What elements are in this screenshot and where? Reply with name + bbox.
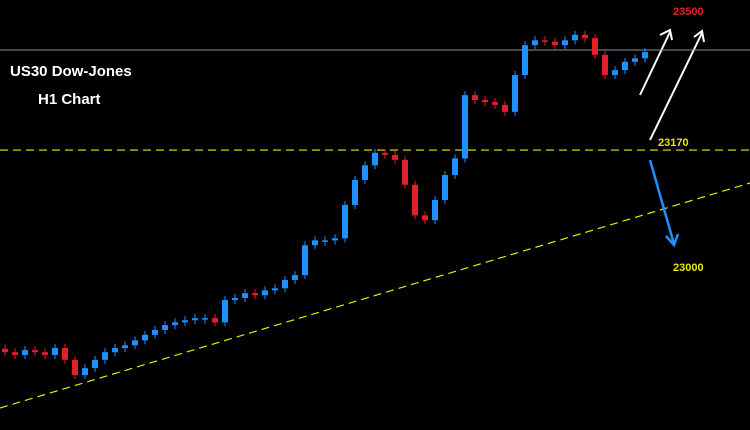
candle-body [622,61,628,71]
candle-body [532,40,538,46]
candle-body [42,352,48,355]
candle-body [82,368,88,376]
candle-body [2,348,8,353]
candle-body [222,300,228,323]
candle-body [582,34,588,39]
candle-body [212,318,218,323]
arrow-head [693,29,705,43]
level-label: 23170 [658,137,689,149]
candle-body [342,204,348,239]
candle-body [442,175,448,201]
candle-body [92,359,98,369]
candle-body [302,245,308,276]
candle-body [642,52,648,59]
candle-body [522,45,528,76]
candle-body [62,348,68,360]
candle-body [52,348,58,355]
candle-body [132,340,138,346]
candle-body [162,325,168,330]
candle-body [12,352,18,355]
candle-body [592,38,598,55]
chart-subtitle: H1 Chart [38,91,101,108]
candle-body [292,275,298,280]
candle-body [112,348,118,353]
arrow-up [639,31,671,96]
candle-body [612,70,618,76]
candle-body [272,288,278,291]
candle-body [562,40,568,46]
candle-body [312,240,318,246]
candle-body [262,290,268,296]
candle-body [332,238,338,241]
arrow-head [659,28,673,41]
candle-body [462,95,468,159]
level-label: 23500 [673,6,704,18]
candle-body [602,54,608,76]
candle-body [102,352,108,360]
candle-body [382,152,388,155]
candle-body [482,100,488,103]
candle-body [252,293,258,296]
candle-body [142,334,148,341]
candle-body [22,350,28,355]
candle-body [32,350,38,353]
arrow-head [665,233,680,248]
arrow-down [648,159,676,245]
candle-body [412,184,418,216]
candle-body [172,322,178,326]
candle-body [632,58,638,62]
candle-body [122,345,128,349]
candle-body [572,34,578,41]
candle-body [72,359,78,376]
candle-body [202,318,208,320]
candle-body [362,165,368,180]
level-label: 23000 [673,262,704,274]
candle-body [552,41,558,46]
candle-body [372,152,378,166]
chart-title: US30 Dow-Jones [10,63,132,80]
candle-body [322,240,328,242]
candle-body [402,159,408,185]
arrow-up [649,32,703,141]
candle-body [492,102,498,105]
candle-body [472,95,478,101]
candle-body [432,200,438,221]
trend-line [0,182,750,409]
candle-body [452,158,458,176]
candle-body [282,279,288,289]
candle-body [182,320,188,323]
candle-body [422,215,428,221]
candle-body [192,318,198,321]
candle-body [542,40,548,42]
candle-body [242,293,248,299]
candle-body [392,154,398,160]
candle-body [512,75,518,112]
candle-body [232,298,238,301]
candle-body [352,179,358,205]
candle-body [152,329,158,335]
candle-body [502,104,508,112]
